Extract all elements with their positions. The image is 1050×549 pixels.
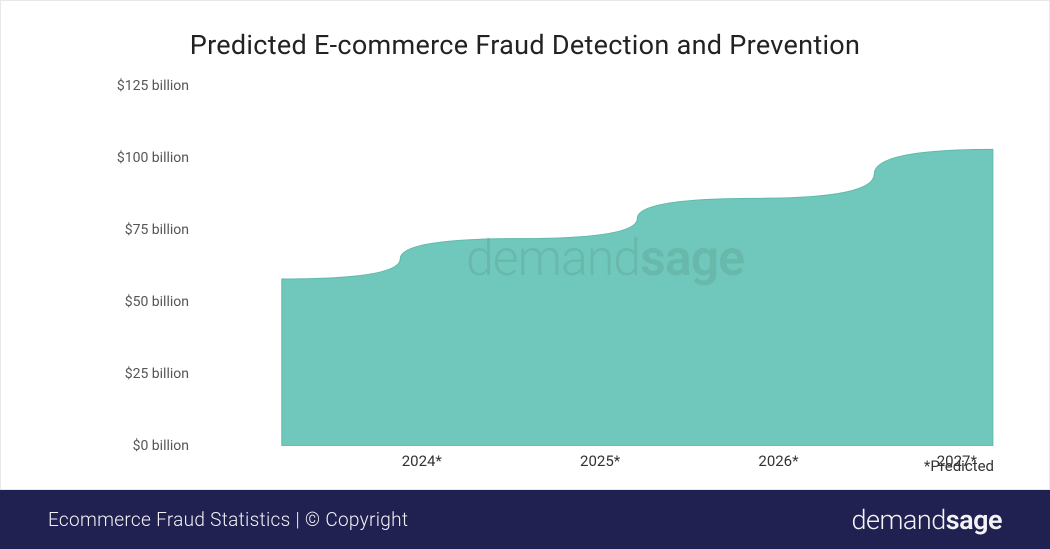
predicted-note: *Predicted: [924, 457, 994, 475]
y-tick-label: $100 billion: [117, 150, 189, 166]
y-tick-label: $50 billion: [125, 294, 189, 310]
footer-bar: Ecommerce Fraud Statistics | © Copyright…: [0, 490, 1050, 549]
footer-logo-bold: sage: [946, 504, 1002, 536]
plot-area: demandsage 2024*2025*2026*2027*: [201, 86, 1009, 446]
area-fill-path: [282, 149, 993, 446]
plot-wrapper: $0 billion$25 billion$50 billion$75 bill…: [41, 86, 1009, 446]
x-tick-label: 2024*: [402, 452, 442, 470]
y-tick-label: $75 billion: [125, 222, 189, 238]
x-axis: 2024*2025*2026*2027*: [361, 446, 969, 476]
y-tick-label: $0 billion: [133, 438, 189, 454]
y-tick-label: $25 billion: [125, 366, 189, 382]
footer-logo: demandsage: [851, 504, 1002, 536]
area-chart-svg: [201, 86, 1009, 446]
chart-title: Predicted E-commerce Fraud Detection and…: [41, 29, 1009, 61]
x-tick-label: 2026*: [758, 452, 798, 470]
y-axis: $0 billion$25 billion$50 billion$75 bill…: [41, 86, 201, 446]
chart-container: Predicted E-commerce Fraud Detection and…: [0, 0, 1050, 490]
footer-text: Ecommerce Fraud Statistics | © Copyright: [48, 508, 408, 531]
y-tick-label: $125 billion: [117, 78, 189, 94]
x-tick-label: 2025*: [580, 452, 620, 470]
footer-logo-light: demand: [851, 504, 945, 536]
